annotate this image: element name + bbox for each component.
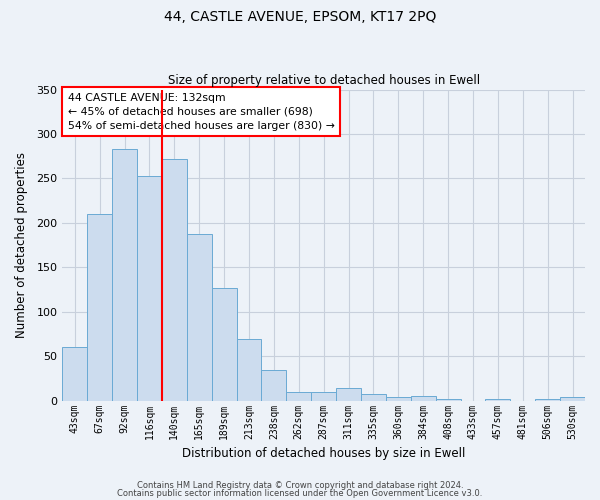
Bar <box>411 396 436 400</box>
Bar <box>262 370 286 400</box>
Bar <box>112 149 137 401</box>
Text: 44, CASTLE AVENUE, EPSOM, KT17 2PQ: 44, CASTLE AVENUE, EPSOM, KT17 2PQ <box>164 10 436 24</box>
Text: Contains public sector information licensed under the Open Government Licence v3: Contains public sector information licen… <box>118 488 482 498</box>
Bar <box>87 214 112 400</box>
Bar <box>386 397 411 400</box>
Bar <box>361 394 386 400</box>
Bar <box>311 392 336 400</box>
Bar <box>560 397 585 400</box>
Bar <box>535 399 560 400</box>
Bar <box>286 392 311 400</box>
Bar <box>212 288 236 401</box>
Bar <box>485 399 511 400</box>
Bar <box>236 340 262 400</box>
Y-axis label: Number of detached properties: Number of detached properties <box>15 152 28 338</box>
X-axis label: Distribution of detached houses by size in Ewell: Distribution of detached houses by size … <box>182 447 466 460</box>
Bar <box>137 176 162 400</box>
Text: Contains HM Land Registry data © Crown copyright and database right 2024.: Contains HM Land Registry data © Crown c… <box>137 481 463 490</box>
Bar <box>187 234 212 400</box>
Bar <box>336 388 361 400</box>
Bar <box>436 399 461 400</box>
Text: 44 CASTLE AVENUE: 132sqm
← 45% of detached houses are smaller (698)
54% of semi-: 44 CASTLE AVENUE: 132sqm ← 45% of detach… <box>68 92 334 130</box>
Title: Size of property relative to detached houses in Ewell: Size of property relative to detached ho… <box>167 74 480 87</box>
Bar <box>62 348 87 401</box>
Bar <box>162 159 187 400</box>
